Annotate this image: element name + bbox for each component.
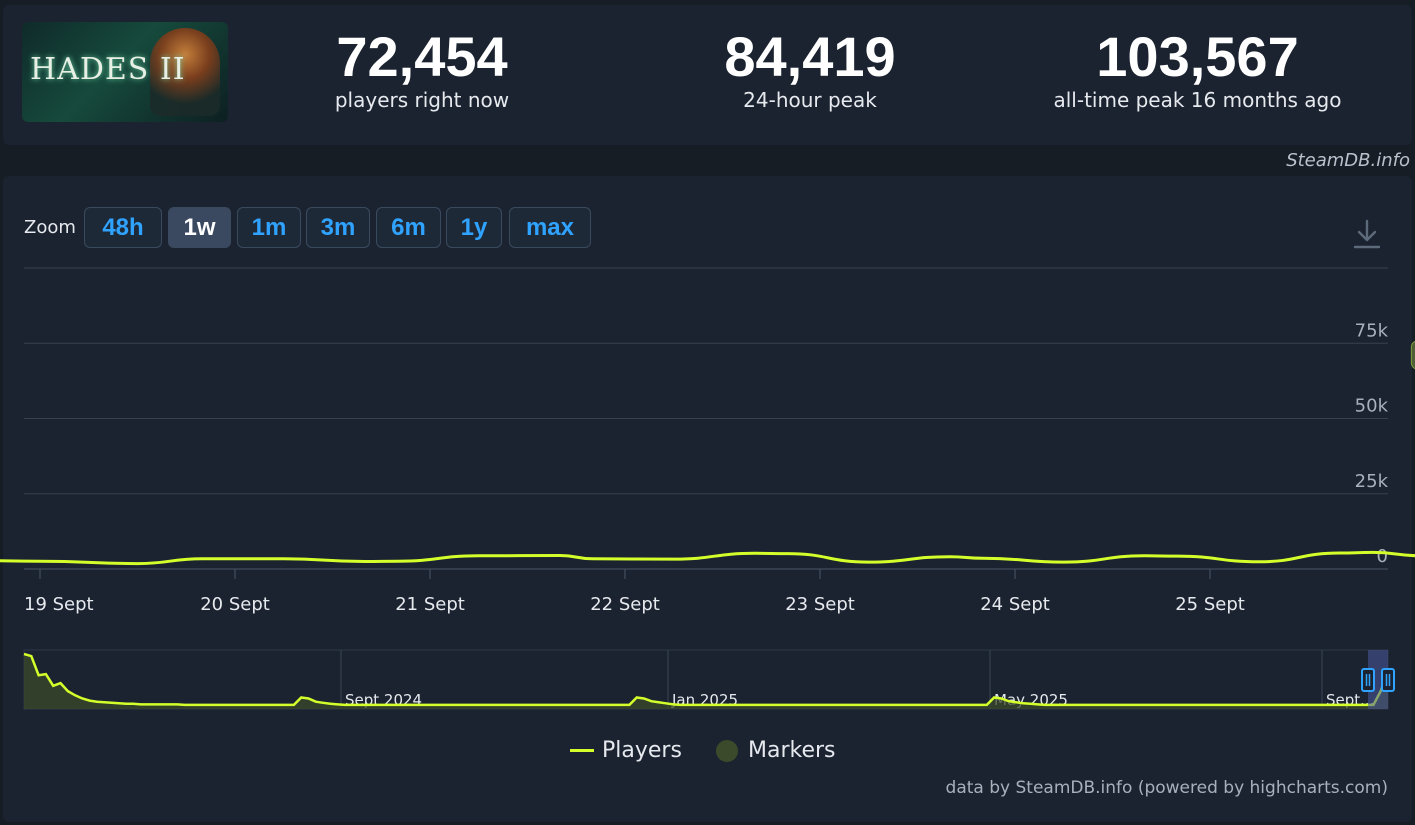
players-legend-icon (570, 749, 594, 752)
chart-panel (3, 176, 1412, 822)
stat-all-time-peak-value: 103,567 (1096, 25, 1299, 88)
zoom-1m-button[interactable]: 1m (237, 207, 301, 248)
stat-24h-peak-label: 24-hour peak (743, 88, 877, 112)
zoom-3m-button[interactable]: 3m (306, 207, 370, 248)
steamdb-credit-link[interactable]: SteamDB.info (1286, 150, 1410, 171)
stat-current-players-label: players right now (334, 88, 510, 112)
game-logo-text: HADES II (30, 52, 186, 87)
stat-24h-peak: 84,419 24-hour peak (700, 25, 920, 113)
players-legend-label: Players (602, 738, 682, 763)
game-logo[interactable]: HADES II (22, 22, 228, 122)
stat-all-time-peak-label: all-time peak 16 months ago (1053, 88, 1342, 112)
highcharts-credit[interactable]: data by SteamDB.info (powered by highcha… (945, 778, 1388, 798)
stats-header (3, 5, 1412, 145)
stat-current-players-value: 72,454 (336, 25, 508, 88)
zoom-label: Zoom (24, 217, 76, 238)
stat-current-players: 72,454 players right now (312, 25, 532, 113)
legend-item-markers[interactable]: Markers (716, 738, 836, 763)
game-logo-art (150, 28, 220, 116)
zoom-6m-button[interactable]: 6m (376, 207, 441, 248)
markers-legend-icon (716, 739, 738, 762)
zoom-max-button[interactable]: max (509, 207, 591, 248)
download-icon[interactable] (1352, 218, 1382, 250)
zoom-1y-button[interactable]: 1y (446, 207, 502, 248)
zoom-1w-button[interactable]: 1w (168, 207, 231, 248)
zoom-48h-button[interactable]: 48h (84, 207, 162, 248)
stat-all-time-peak: 103,567 all-time peak 16 months ago (1040, 25, 1355, 113)
stat-24h-peak-value: 84,419 (724, 25, 896, 88)
markers-legend-label: Markers (748, 738, 836, 763)
legend-item-players[interactable]: Players (570, 738, 682, 763)
